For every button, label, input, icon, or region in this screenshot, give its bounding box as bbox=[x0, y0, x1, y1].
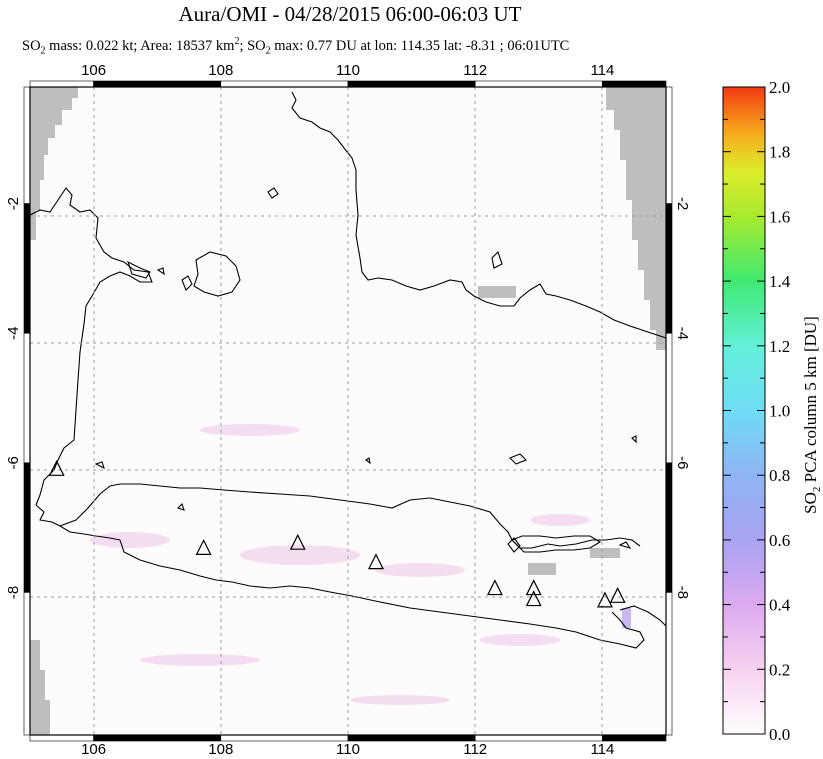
frame-bar-left bbox=[23, 332, 31, 464]
coastlines bbox=[30, 91, 666, 649]
no-data-region-left-bottom bbox=[30, 640, 50, 735]
volcano-marker bbox=[525, 579, 542, 596]
no-data-patch bbox=[590, 548, 620, 558]
colorbar-tick-label: 1.6 bbox=[769, 207, 790, 226]
frame-bar-bottom bbox=[93, 734, 222, 742]
volcano-marker bbox=[48, 459, 65, 476]
x-tick-label: 114 bbox=[590, 62, 614, 79]
frame-bar-bottom bbox=[474, 734, 603, 742]
y-tick-label: -2 bbox=[5, 197, 22, 210]
frame-bar-right bbox=[665, 592, 673, 736]
x-tick-label: 106 bbox=[81, 62, 106, 79]
y-tick-label: -2 bbox=[674, 197, 691, 210]
volcano-marker bbox=[596, 591, 613, 608]
colorbar-tick-label: 0.4 bbox=[769, 596, 791, 615]
y-tick-label: -6 bbox=[5, 456, 22, 469]
volcano-marker bbox=[368, 553, 384, 570]
frame-bar-left bbox=[23, 462, 31, 593]
colorbar-tick-label: 1.2 bbox=[769, 337, 790, 356]
frame-bar-top bbox=[29, 80, 94, 88]
frame-bar-top bbox=[474, 80, 603, 88]
x-tick-labels-bottom: 106 108 110 112 114 bbox=[81, 741, 614, 758]
x-tick-label: 114 bbox=[590, 741, 614, 758]
y-tick-label: -4 bbox=[674, 327, 691, 340]
y-tick-label: -8 bbox=[674, 586, 691, 599]
frame-bar-bottom bbox=[347, 734, 476, 742]
colorbar-tick-label: 1.8 bbox=[769, 143, 790, 162]
frame-bar-right bbox=[665, 332, 673, 464]
x-tick-label: 112 bbox=[463, 62, 487, 79]
frame-bar-top bbox=[220, 80, 349, 88]
y-tick-labels-left: -2 -4 -6 -8 bbox=[5, 197, 22, 599]
frame-bar-left bbox=[23, 592, 31, 736]
chart-subtitle: SO2 mass: 0.022 kt; Area: 18537 km2; SO2… bbox=[22, 36, 569, 57]
frame-bar-top bbox=[347, 80, 476, 88]
volcano-marker bbox=[195, 539, 212, 555]
colorbar-tick-label: 0.2 bbox=[769, 660, 790, 679]
x-tick-label: 106 bbox=[81, 741, 106, 758]
frame-bar-left bbox=[23, 203, 31, 334]
colorbar-ticks: 0.0 0.2 0.4 0.6 0.8 1.0 1.2 1.4 1.6 1.8 2.0 bbox=[723, 78, 791, 744]
no-data-region-left-top bbox=[30, 87, 78, 240]
y-tick-label: -8 bbox=[5, 586, 22, 599]
map-frame bbox=[23, 80, 673, 742]
frame-bar-bottom bbox=[220, 734, 349, 742]
frame-bar-right bbox=[665, 462, 673, 593]
x-tick-labels-top: 106 108 110 112 114 bbox=[81, 62, 614, 79]
volcano-markers bbox=[48, 459, 626, 608]
colorbar-label: SO2 PCA column 5 km [DU] bbox=[801, 316, 823, 514]
colorbar-tick-label: 0.0 bbox=[769, 725, 790, 744]
subtitle-max-sub: 2 bbox=[265, 45, 271, 57]
chart-title: Aura/OMI - 04/28/2015 06:00-06:03 UT bbox=[178, 2, 522, 26]
y-tick-label: -6 bbox=[674, 456, 691, 469]
x-tick-label: 108 bbox=[208, 62, 233, 79]
frame-bar-left bbox=[23, 86, 31, 204]
subtitle-mass-sub: 2 bbox=[40, 45, 46, 57]
volcano-marker bbox=[289, 533, 306, 550]
frame-bar-right bbox=[665, 86, 673, 204]
volcano-marker bbox=[609, 586, 626, 603]
volcano-marker bbox=[525, 590, 542, 607]
x-tick-label: 108 bbox=[208, 741, 233, 758]
x-tick-label: 110 bbox=[336, 62, 360, 79]
frame-bar-right bbox=[665, 203, 673, 334]
subtitle-area-sup: 2 bbox=[234, 36, 240, 47]
grid-lines bbox=[30, 87, 666, 735]
volcano-marker bbox=[486, 579, 503, 596]
map-border bbox=[29, 86, 667, 736]
colorbar-tick-label: 0.8 bbox=[769, 466, 790, 485]
frame-bar-top bbox=[93, 80, 222, 88]
x-tick-label: 112 bbox=[463, 741, 487, 758]
no-data-patch bbox=[478, 286, 516, 298]
no-data-region-right bbox=[606, 87, 666, 350]
y-tick-labels-right: -2 -4 -6 -8 bbox=[674, 197, 691, 599]
subtitle-mass-text: mass: 0.022 kt; Area: 18537 km bbox=[45, 37, 235, 54]
colorbar-tick-label: 0.6 bbox=[769, 531, 790, 550]
so2-signal bbox=[90, 424, 590, 705]
map-content bbox=[30, 87, 666, 735]
so2-max-pixel bbox=[622, 608, 631, 628]
subtitle-max-prefix: ; SO bbox=[239, 37, 266, 54]
subtitle-mass-prefix: SO bbox=[22, 37, 41, 54]
colorbar-tick-label: 1.4 bbox=[769, 272, 791, 291]
x-tick-label: 110 bbox=[336, 741, 360, 758]
no-data-patch bbox=[528, 563, 556, 575]
subtitle-max-text: max: 0.77 DU at lon: 114.35 lat: -8.31 ;… bbox=[270, 37, 570, 54]
colorbar-tick-label: 1.0 bbox=[769, 402, 790, 421]
frame-bar-top bbox=[602, 80, 667, 88]
y-tick-label: -4 bbox=[5, 327, 22, 340]
colorbar-tick-label: 2.0 bbox=[769, 78, 790, 97]
